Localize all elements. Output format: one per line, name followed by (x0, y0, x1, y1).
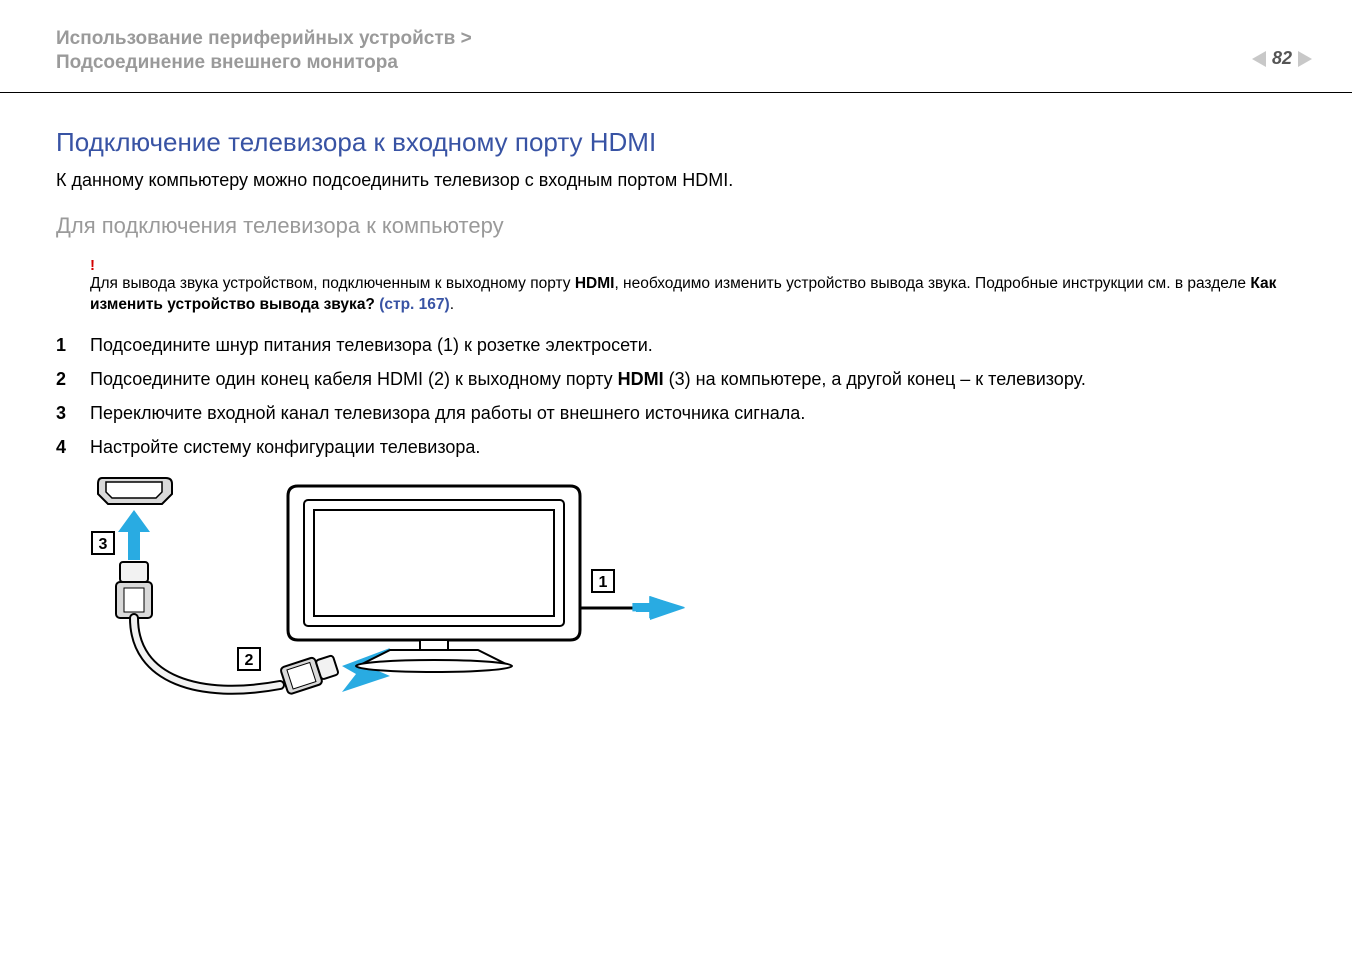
step-3: Переключите входной канал телевизора для… (56, 400, 1296, 426)
step-1: Подсоедините шнур питания телевизора (1)… (56, 332, 1296, 358)
step-2-post: (3) на компьютере, а другой конец – к те… (664, 369, 1086, 389)
prev-page-arrow-icon[interactable] (1252, 51, 1266, 67)
warning-post1: , необходимо изменить устройство вывода … (614, 275, 1250, 292)
steps-list: Подсоедините шнур питания телевизора (1)… (56, 332, 1296, 460)
step-4-text: Настройте систему конфигурации телевизор… (90, 437, 480, 457)
page-content: Подключение телевизора к входному порту … (0, 93, 1352, 735)
warning-block: ! Для вывода звука устройством, подключе… (90, 257, 1296, 316)
warning-hdmi-bold: HDMI (575, 275, 615, 292)
breadcrumb-sub: Подсоединение внешнего монитора (56, 52, 1296, 74)
pager: 82 (1252, 48, 1312, 69)
step-2-pre: Подсоедините один конец кабеля HDMI (2) … (90, 369, 618, 389)
diagram-label-2: 2 (238, 648, 260, 670)
breadcrumb-sep: > (461, 28, 472, 49)
step-2-bold: HDMI (618, 369, 664, 389)
step-4: Настройте систему конфигурации телевизор… (56, 434, 1296, 460)
page-header: Использование периферийных устройств > П… (0, 0, 1352, 92)
intro-text: К данному компьютеру можно подсоединить … (56, 170, 1296, 191)
step-2: Подсоедините один конец кабеля HDMI (2) … (56, 366, 1296, 392)
label-3-text: 3 (99, 536, 108, 553)
step-3-text: Переключите входной канал телевизора для… (90, 403, 805, 423)
warning-text: Для вывода звука устройством, подключенн… (90, 274, 1296, 316)
page-title: Подключение телевизора к входному порту … (56, 127, 1296, 158)
step-1-text: Подсоедините шнур питания телевизора (1)… (90, 335, 653, 355)
warning-bang-icon: ! (90, 257, 1296, 274)
warning-page-ref[interactable]: (стр. 167) (375, 296, 450, 313)
diagram-label-3: 3 (92, 532, 114, 554)
subtitle: Для подключения телевизора к компьютеру (56, 213, 1296, 239)
diagram-svg: 3 2 (90, 470, 690, 730)
warning-pre1: Для вывода звука устройством, подключенн… (90, 275, 575, 292)
page-number: 82 (1272, 48, 1292, 69)
breadcrumb: Использование периферийных устройств > (56, 28, 1296, 50)
breadcrumb-part1: Использование периферийных устройств (56, 28, 455, 49)
tv-icon (288, 486, 580, 672)
warning-period: . (450, 296, 454, 313)
next-page-arrow-icon[interactable] (1298, 51, 1312, 67)
hdmi-plug-icon (116, 562, 152, 618)
arrow-up-to-port-icon (118, 510, 150, 560)
hdmi-port-icon (98, 478, 172, 504)
label-2-text: 2 (245, 652, 254, 669)
diagram-label-1: 1 (592, 570, 614, 592)
hdmi-plug-2-icon (280, 652, 340, 695)
connection-diagram: 3 2 (90, 470, 1296, 735)
label-1-text: 1 (599, 574, 608, 591)
